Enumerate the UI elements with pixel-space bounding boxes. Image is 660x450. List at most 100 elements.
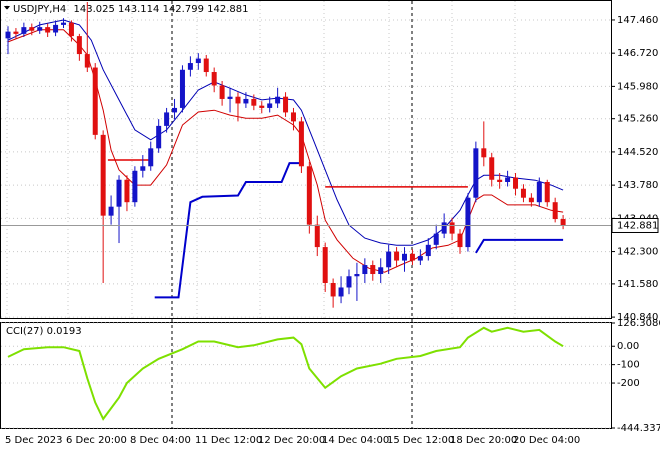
indicator-line	[475, 238, 564, 254]
candle-body	[457, 233, 463, 248]
main-panel	[0, 0, 612, 319]
x-tick-label: 18 Dec 20:00	[450, 435, 517, 446]
candle-body	[259, 105, 265, 108]
cci-panel	[0, 322, 612, 429]
y-tick-label: 140.840	[617, 312, 658, 323]
candle-body	[473, 148, 479, 198]
y-tick-label: 147.460	[617, 15, 658, 26]
x-tick-label: 15 Dec 12:00	[387, 435, 454, 446]
candle-body	[251, 98, 257, 106]
x-tick-label: 11 Dec 12:00	[195, 435, 262, 446]
candle-body	[29, 27, 35, 31]
candle-body	[227, 96, 233, 99]
candle-body	[520, 188, 526, 198]
candle-body	[179, 69, 185, 108]
candle-body	[497, 179, 503, 182]
x-tick-label: 12 Dec 20:00	[258, 435, 325, 446]
candle-body	[513, 177, 519, 189]
candle-body	[92, 67, 98, 135]
chart-title: USDJPY,H4 143.025 143.114 142.799 142.88…	[13, 4, 248, 15]
candle-body	[560, 219, 566, 226]
candle-body	[346, 276, 352, 288]
y-tick-label: 145.260	[617, 114, 658, 125]
candle-body	[203, 58, 209, 73]
candle-body	[219, 85, 225, 99]
candle-body	[425, 244, 431, 257]
candle-body	[290, 112, 296, 122]
candle-body	[211, 72, 217, 86]
candle-body	[5, 31, 11, 39]
candle-body	[394, 251, 400, 261]
candle-body	[132, 170, 138, 203]
candle-body	[156, 125, 162, 149]
y-tick-label: 141.580	[617, 279, 658, 290]
candle-body	[338, 287, 344, 297]
candle-body	[172, 107, 178, 113]
cci-label: CCI(27) 0.0193	[6, 326, 82, 337]
candle-body	[235, 96, 241, 104]
candle-body	[465, 197, 471, 248]
x-tick-label: 20 Dec 04:00	[513, 435, 580, 446]
candle-body	[37, 27, 43, 31]
candle-body	[441, 222, 447, 234]
y-tick-label: 144.520	[617, 147, 658, 158]
y-tick-label: 145.980	[617, 81, 658, 92]
y-tick-label: 126.3086	[617, 318, 660, 329]
candle-body	[386, 251, 392, 268]
candle-body	[370, 265, 376, 275]
candle-body	[116, 179, 122, 207]
candle-body	[298, 121, 304, 167]
x-tick-label: 14 Dec 04:00	[322, 435, 389, 446]
x-tick-label: 8 Dec 04:00	[130, 435, 191, 446]
x-tick-label: 5 Dec 2023	[5, 435, 63, 446]
candle-body	[76, 36, 82, 55]
candle-body	[552, 202, 558, 220]
candle-body	[61, 22, 67, 25]
candle-body	[314, 224, 320, 248]
candle-body	[45, 27, 51, 33]
y-tick-label: -200	[617, 378, 640, 389]
candle-body	[148, 148, 154, 167]
y-tick-label: -444.337	[617, 423, 660, 434]
y-tick-label: 0.00	[617, 341, 639, 352]
candle-body	[354, 274, 360, 277]
candle-body	[417, 256, 423, 261]
candle-body	[322, 247, 328, 283]
candle-body	[68, 22, 74, 37]
candle-body	[409, 253, 415, 261]
candle-body	[489, 157, 495, 180]
indicator-line	[154, 162, 302, 299]
indicator-line	[7, 19, 564, 246]
candle-body	[433, 233, 439, 245]
candle-body	[21, 27, 27, 34]
y-tick-label: -100	[617, 360, 640, 371]
candle-body	[187, 63, 193, 70]
indicator-line	[7, 29, 564, 273]
candle-body	[164, 112, 170, 126]
current-price-box	[611, 217, 659, 233]
x-tick-label: 6 Dec 20:00	[66, 435, 127, 446]
candle-body	[481, 148, 487, 158]
candle-body	[267, 103, 273, 108]
candle-body	[505, 177, 511, 182]
candle-body	[402, 253, 407, 261]
cci-line	[7, 326, 564, 421]
candle-body	[84, 54, 90, 68]
candle-body	[53, 24, 59, 33]
candle-body	[100, 134, 106, 216]
candle-body	[528, 197, 534, 203]
y-tick-label: 142.300	[617, 247, 658, 258]
candle-body	[243, 98, 249, 104]
candle-body	[544, 181, 550, 203]
candle-body	[283, 96, 289, 113]
candle-body	[449, 222, 455, 234]
y-tick-label: 146.720	[617, 48, 658, 59]
candle-body	[306, 166, 312, 225]
y-tick-label: 143.780	[617, 180, 658, 191]
candle-body	[195, 58, 201, 64]
menu-icon	[4, 6, 10, 10]
candle-body	[378, 267, 384, 275]
current-price-label: 142.881	[617, 220, 658, 231]
candle-body	[362, 265, 368, 275]
